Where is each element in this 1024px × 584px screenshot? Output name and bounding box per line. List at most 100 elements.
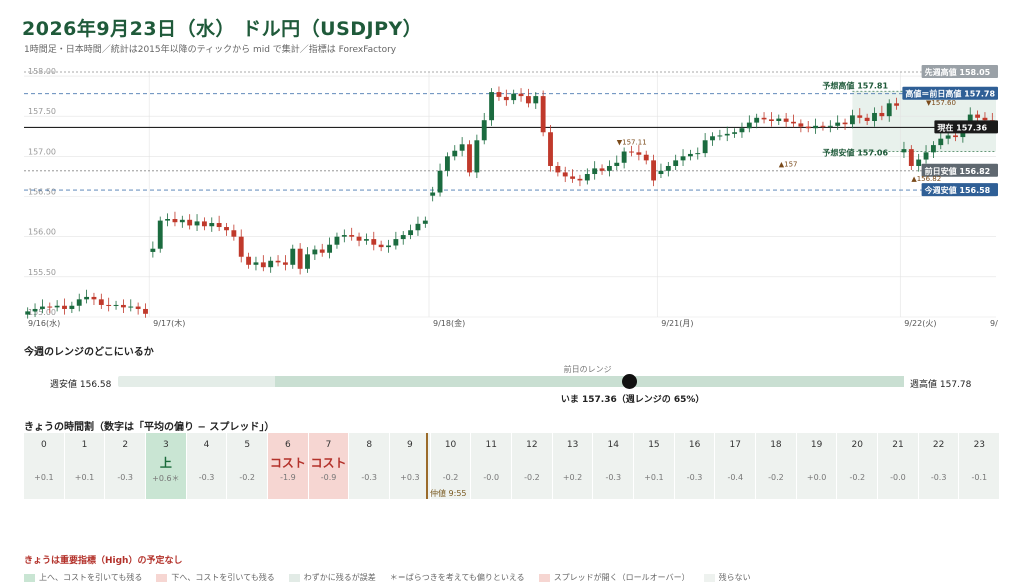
hour-cell-7: 7 コスト -0.9 bbox=[308, 433, 350, 499]
candle-body bbox=[548, 132, 553, 166]
candle-body bbox=[894, 103, 900, 106]
hour-cell-14: 14 -0.3 bbox=[593, 433, 635, 499]
level-tag-label: 今週安値 156.58 bbox=[924, 185, 991, 195]
legend-label: スプレッドが開く（ロールオーバー） bbox=[553, 573, 690, 582]
hour-cell-13: 13 +0.2 bbox=[552, 433, 594, 499]
hour-cell-0: 0 +0.1 bbox=[24, 433, 65, 499]
y-tick-label: 158.00 bbox=[28, 67, 56, 76]
hour-value: -0.1 bbox=[971, 473, 988, 482]
hour-mark: 上 bbox=[159, 456, 172, 470]
hour-value: +0.3 bbox=[400, 473, 420, 482]
candle-body bbox=[702, 140, 708, 154]
candle-body bbox=[84, 296, 90, 300]
hour-value: -0.2 bbox=[524, 473, 540, 482]
candle-body bbox=[349, 235, 355, 237]
hour-cell-1: 1 +0.1 bbox=[64, 433, 106, 499]
hour-number: 20 bbox=[851, 440, 863, 450]
hour-value: -0.3 bbox=[605, 473, 622, 482]
hour-value: -0.2 bbox=[239, 473, 255, 482]
forecast-low-label: 予想安値 157.06 bbox=[822, 148, 888, 158]
candle-body bbox=[422, 220, 428, 224]
legend-swatch bbox=[156, 573, 168, 582]
hour-cell-3: 3 上 +0.6＊ bbox=[146, 433, 187, 499]
hour-number: 0 bbox=[40, 440, 47, 450]
hour-cell-2: 2 -0.3 bbox=[105, 433, 147, 499]
candle-body bbox=[128, 306, 134, 308]
candle-body bbox=[555, 165, 561, 173]
candle-body bbox=[25, 311, 31, 315]
x-tick-label: 9/17(木) bbox=[153, 318, 185, 328]
candle-body bbox=[187, 219, 193, 226]
candle-body bbox=[665, 165, 671, 171]
candle-body bbox=[430, 192, 436, 196]
y-tick-label: 157.00 bbox=[28, 147, 56, 156]
hour-cell-11: 11 -0.0 bbox=[471, 433, 513, 499]
candle-body bbox=[39, 306, 45, 309]
hour-cell-12: 12 -0.2 bbox=[512, 433, 553, 499]
candle-body bbox=[783, 118, 789, 122]
candle-body bbox=[629, 151, 634, 153]
candle-body bbox=[562, 172, 568, 177]
week-range-panel: 週安値 156.58 前日のレンジ いま 157.36（週レンジの 65%） 週… bbox=[24, 360, 1000, 410]
hour-number: 6 bbox=[285, 440, 291, 450]
legend-item: わずかに残るが誤差 bbox=[288, 572, 376, 583]
candle-body bbox=[872, 112, 877, 121]
hour-value: -0.3 bbox=[198, 473, 215, 482]
hour-value: -0.0 bbox=[890, 473, 906, 482]
candle-body bbox=[518, 93, 524, 97]
x-tick-label: 9/21(月) bbox=[661, 319, 693, 328]
hour-number: 16 bbox=[688, 440, 701, 450]
legend-swatch bbox=[538, 573, 550, 582]
page-title: 2026年9月23日（水） ドル円（USDJPY） bbox=[22, 18, 423, 40]
hour-value: -0.2 bbox=[442, 473, 459, 482]
week-high-label: 週高値 157.78 bbox=[910, 380, 972, 390]
x-tick-label: 9/22(火) bbox=[904, 319, 936, 328]
hour-cell-23: 23 -0.1 bbox=[959, 433, 1001, 499]
candle-body bbox=[150, 248, 156, 252]
candle-body bbox=[930, 145, 936, 153]
candle-body bbox=[98, 299, 104, 305]
candle-body bbox=[194, 221, 200, 226]
candle-body bbox=[297, 248, 303, 269]
legend-item: 上へ、コストを引いても残る bbox=[24, 572, 142, 583]
hour-number: 9 bbox=[407, 440, 413, 450]
candle-body bbox=[945, 135, 951, 139]
hour-number: 17 bbox=[729, 440, 741, 450]
hour-cell-16: 16 -0.3 bbox=[674, 433, 716, 499]
candle-body bbox=[923, 152, 929, 160]
candle-body bbox=[209, 223, 215, 227]
candle-body bbox=[614, 162, 620, 166]
hour-value: +0.2 bbox=[562, 473, 583, 482]
page-subtitle: 1時間足・日本時間／統計は2015年以降のティックから mid で集計／指標は … bbox=[24, 45, 397, 55]
candle-body bbox=[776, 118, 782, 121]
hour-number: 8 bbox=[366, 440, 373, 450]
hour-mark: コスト bbox=[310, 456, 347, 470]
candle-body bbox=[386, 245, 391, 248]
legend-item: ＊＝ばらつきを考えても偏りといえる bbox=[390, 572, 525, 583]
prev-day-range bbox=[275, 376, 904, 387]
candle-body bbox=[798, 123, 804, 127]
level-tag-week-low bbox=[921, 183, 998, 197]
candle-body bbox=[695, 153, 701, 155]
nakane-label: 仲値 9:55 bbox=[430, 489, 467, 498]
candle-body bbox=[496, 92, 502, 97]
candle-body bbox=[452, 150, 458, 157]
candle-body bbox=[334, 236, 340, 245]
candle-body bbox=[459, 144, 465, 151]
legend-label: 上へ、コストを引いても残る bbox=[39, 573, 143, 582]
candle-body bbox=[319, 249, 325, 253]
candle-body bbox=[62, 305, 67, 309]
candle-body bbox=[135, 306, 141, 309]
candle-body bbox=[437, 170, 443, 193]
candle-body bbox=[327, 244, 333, 253]
hour-cell-4: 4 -0.3 bbox=[186, 433, 228, 499]
hour-cell-10: 10 -0.2 bbox=[430, 433, 472, 499]
candle-body bbox=[305, 254, 310, 269]
candle-body bbox=[651, 160, 657, 181]
hour-number: 10 bbox=[444, 440, 457, 450]
candle-body bbox=[746, 122, 752, 129]
candle-body bbox=[172, 219, 178, 223]
y-tick-label: 156.50 bbox=[28, 188, 56, 197]
y-tick-label: 156.00 bbox=[28, 228, 56, 237]
hour-value: +0.1 bbox=[74, 473, 95, 482]
